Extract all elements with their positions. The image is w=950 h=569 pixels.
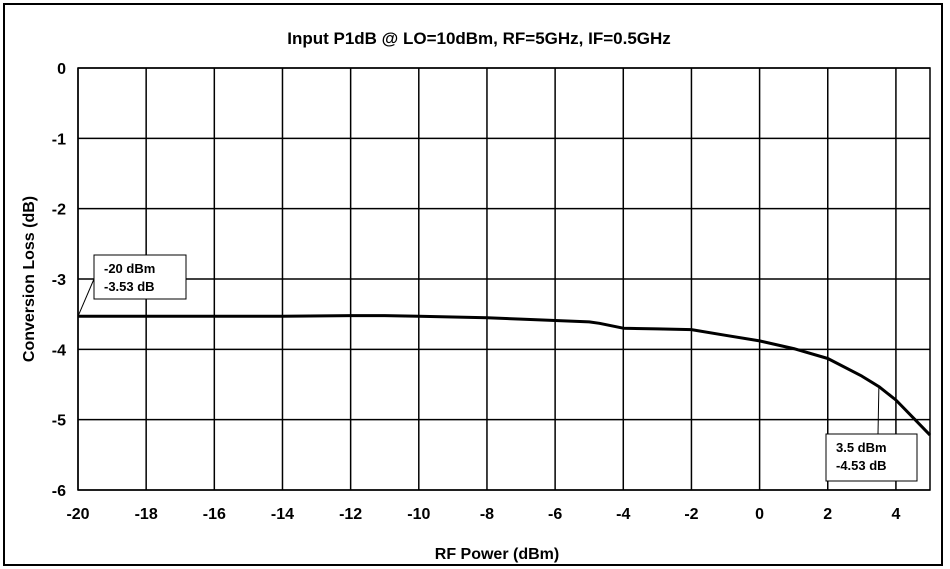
- x-tick-label: -16: [203, 506, 226, 523]
- x-tick-label: -4: [616, 506, 630, 523]
- annotation-text: 3.5 dBm: [836, 440, 887, 455]
- chart-title: Input P1dB @ LO=10dBm, RF=5GHz, IF=0.5GH…: [287, 29, 671, 48]
- x-tick-label: -20: [66, 506, 89, 523]
- annotation-text: -20 dBm: [104, 261, 155, 276]
- x-tick-label: -10: [407, 506, 430, 523]
- annotation-box: [93, 254, 187, 300]
- annotation-text: -3.53 dB: [104, 279, 155, 294]
- x-tick-label: 4: [891, 506, 900, 523]
- x-tick-label: -2: [684, 506, 698, 523]
- x-tick-labels: -20 -18 -16 -14 -12 -10 -8 -6 -4 -2 0 2 4: [66, 506, 900, 523]
- y-tick-labels: 0 -1 -2 -3 -4 -5 -6: [52, 61, 66, 500]
- x-tick-label: -14: [271, 506, 294, 523]
- y-tick-label: -1: [52, 131, 66, 148]
- annotation-box: [825, 433, 918, 482]
- annotation-leader: [877, 386, 880, 435]
- y-tick-label: -3: [52, 272, 66, 289]
- annotation-text: -4.53 dB: [836, 458, 887, 473]
- annotations: -20 dBm -3.53 dB 3.5 dBm -4.53 dB: [77, 254, 918, 482]
- x-axis-label: RF Power (dBm): [435, 546, 559, 563]
- x-tick-label: -12: [339, 506, 362, 523]
- grid: [77, 67, 931, 491]
- x-tick-label: 2: [823, 506, 832, 523]
- x-tick-label: -18: [135, 506, 158, 523]
- series-line: [78, 314, 932, 437]
- x-tick-label: 0: [755, 506, 764, 523]
- y-tick-label: -2: [52, 202, 66, 219]
- annotation-leader: [77, 278, 95, 317]
- x-tick-label: -6: [548, 506, 562, 523]
- x-tick-label: -8: [480, 506, 494, 523]
- y-tick-label: 0: [57, 61, 66, 78]
- y-tick-label: -6: [52, 483, 66, 500]
- y-tick-label: -5: [52, 413, 66, 430]
- y-axis-label: Conversion Loss (dB): [21, 196, 38, 362]
- y-tick-label: -4: [52, 342, 66, 359]
- series-group: [78, 314, 932, 437]
